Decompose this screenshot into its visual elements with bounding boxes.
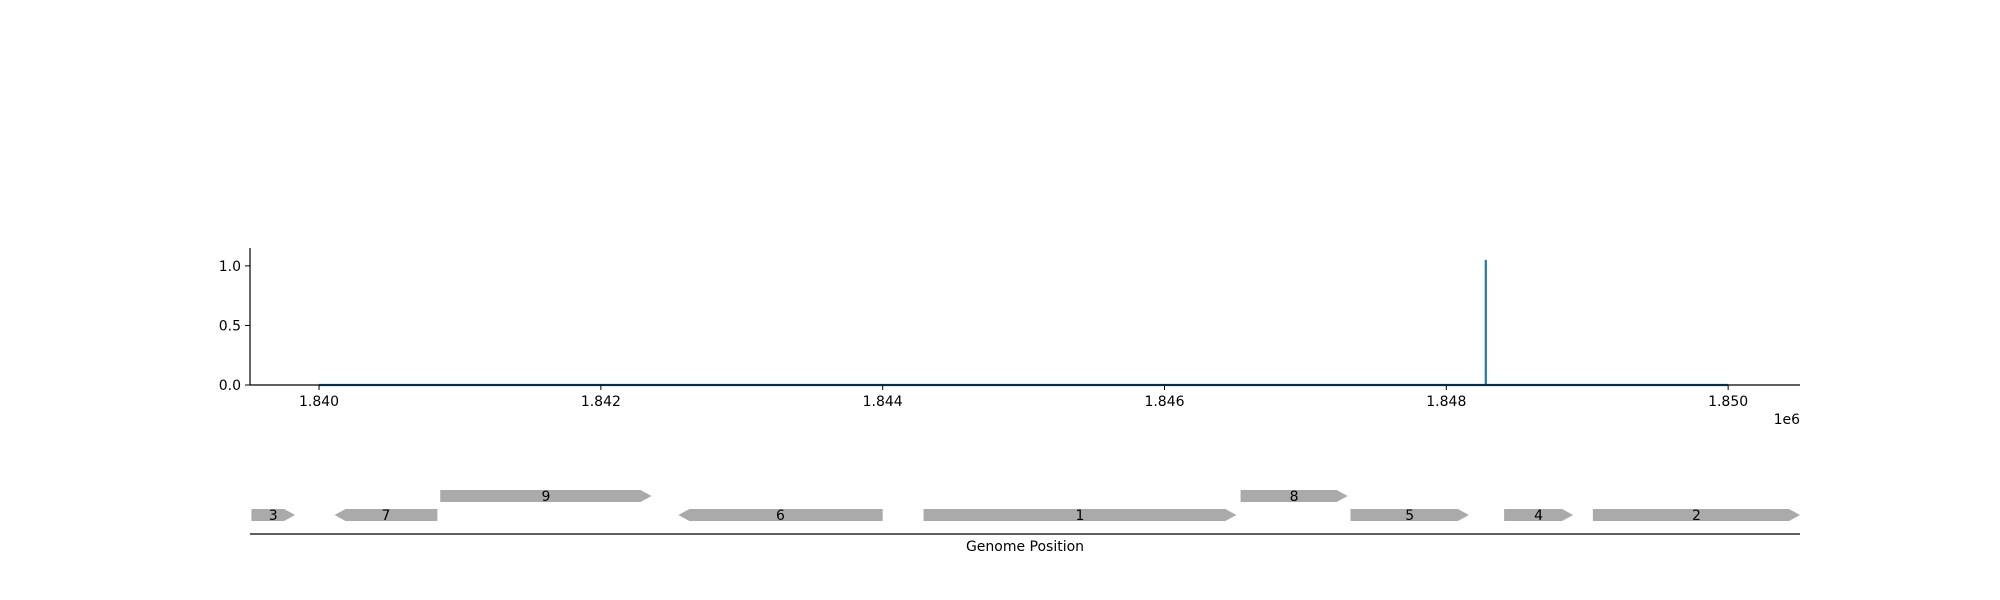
- gene-features: 3 7 9 6 1 8 5 4 2: [251, 489, 1800, 524]
- x-tick-label: 1.842: [581, 394, 621, 410]
- gene-feature: [251, 509, 296, 521]
- x-tick-label: 1.848: [1426, 394, 1466, 410]
- x-tick-label: 1.840: [299, 394, 339, 410]
- y-tick-label: 0.5: [219, 318, 241, 334]
- gene-label: 4: [1534, 508, 1543, 524]
- gene-feature: [1592, 509, 1800, 521]
- x-offset-label: 1e6: [1774, 412, 1801, 428]
- coverage-x-ticks: 1.840 1.842 1.844 1.846 1.848 1.850: [299, 385, 1748, 410]
- gene-label: 5: [1405, 508, 1414, 524]
- gene-label: 8: [1290, 489, 1299, 505]
- gene-feature: [923, 509, 1237, 521]
- y-tick-label: 1.0: [219, 259, 241, 275]
- y-tick-label: 0.0: [219, 378, 241, 394]
- gene-feature: [334, 509, 438, 521]
- gene-label: 7: [382, 508, 391, 524]
- gene-label: 3: [269, 508, 278, 524]
- gene-feature: [1350, 509, 1469, 521]
- x-tick-label: 1.850: [1708, 394, 1748, 410]
- gene-track-panel: 3 7 9 6 1 8 5 4 2 Genome Position: [250, 489, 1800, 555]
- coverage-y-ticks: 0.0 0.5 1.0: [219, 259, 250, 394]
- gene-feature: [1504, 509, 1574, 521]
- gene-feature: [1240, 490, 1348, 502]
- gene-label: 9: [541, 489, 550, 505]
- gene-label: 1: [1075, 508, 1084, 524]
- x-tick-label: 1.844: [863, 394, 903, 410]
- coverage-line: [319, 259, 1729, 387]
- coverage-panel: 1.840 1.842 1.844 1.846 1.848 1.850 0.0 0.5 1.0…: [219, 248, 1800, 428]
- gene-feature: [440, 490, 652, 502]
- gene-label: 6: [776, 508, 785, 524]
- coverage-line-layer: [319, 259, 1729, 387]
- x-tick-label: 1.846: [1144, 394, 1184, 410]
- gene-feature: [678, 509, 883, 521]
- gene-track-x-label: Genome Position: [966, 539, 1084, 555]
- gene-label: 2: [1692, 508, 1701, 524]
